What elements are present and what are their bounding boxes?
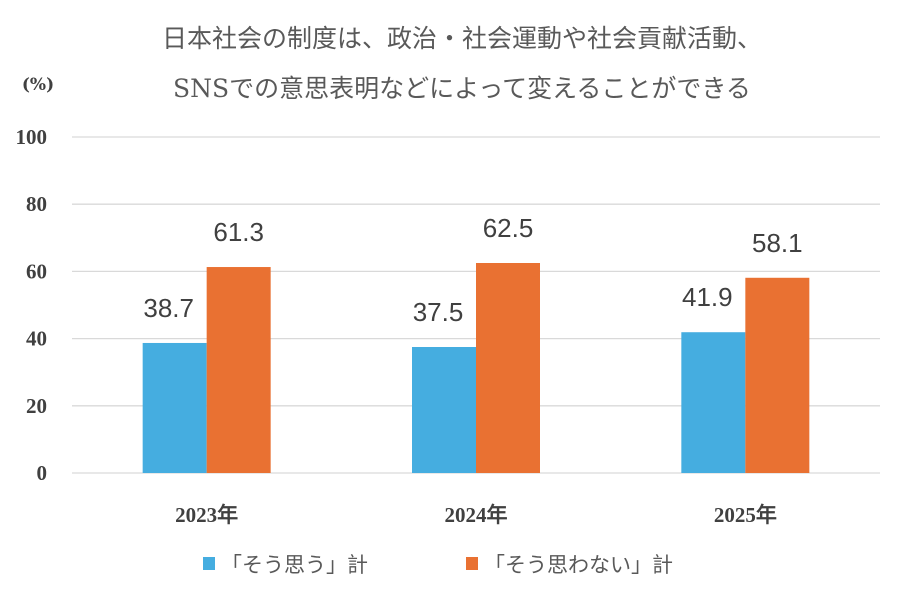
- bar-agree: [142, 342, 207, 473]
- data-label: 41.9: [682, 282, 733, 312]
- x-tick-label: 2023年: [175, 503, 238, 527]
- y-tick-label: 40: [26, 327, 47, 351]
- chart-title-line-2: SNSでの意思表明などによって変えることができる: [173, 74, 751, 103]
- legend-label: 「そう思う」計: [221, 553, 368, 577]
- bar-disagree: [206, 267, 271, 473]
- y-tick-label: 20: [26, 394, 47, 418]
- bar-agree: [681, 332, 746, 473]
- x-tick-label: 2025年: [714, 503, 777, 527]
- y-tick-label: 80: [26, 192, 47, 216]
- chart-title-line-1: 日本社会の制度は、政治・社会運動や社会貢献活動、: [162, 24, 762, 53]
- bar-disagree: [745, 277, 810, 473]
- data-label: 58.1: [752, 228, 803, 258]
- data-label: 62.5: [483, 213, 534, 243]
- legend-swatch: [466, 557, 478, 570]
- data-label: 38.7: [143, 293, 194, 323]
- bar-disagree: [476, 263, 540, 473]
- y-tick-label: 0: [37, 461, 48, 485]
- y-axis-unit-label: (%): [22, 75, 54, 95]
- y-tick-label: 60: [26, 259, 47, 283]
- y-tick-label: 100: [16, 125, 48, 149]
- bar-agree: [412, 347, 476, 473]
- data-label: 37.5: [413, 297, 464, 327]
- legend-swatch: [203, 557, 215, 570]
- data-label: 61.3: [213, 217, 264, 247]
- x-tick-label: 2024年: [445, 503, 508, 527]
- legend-label: 「そう思わない」計: [484, 553, 673, 577]
